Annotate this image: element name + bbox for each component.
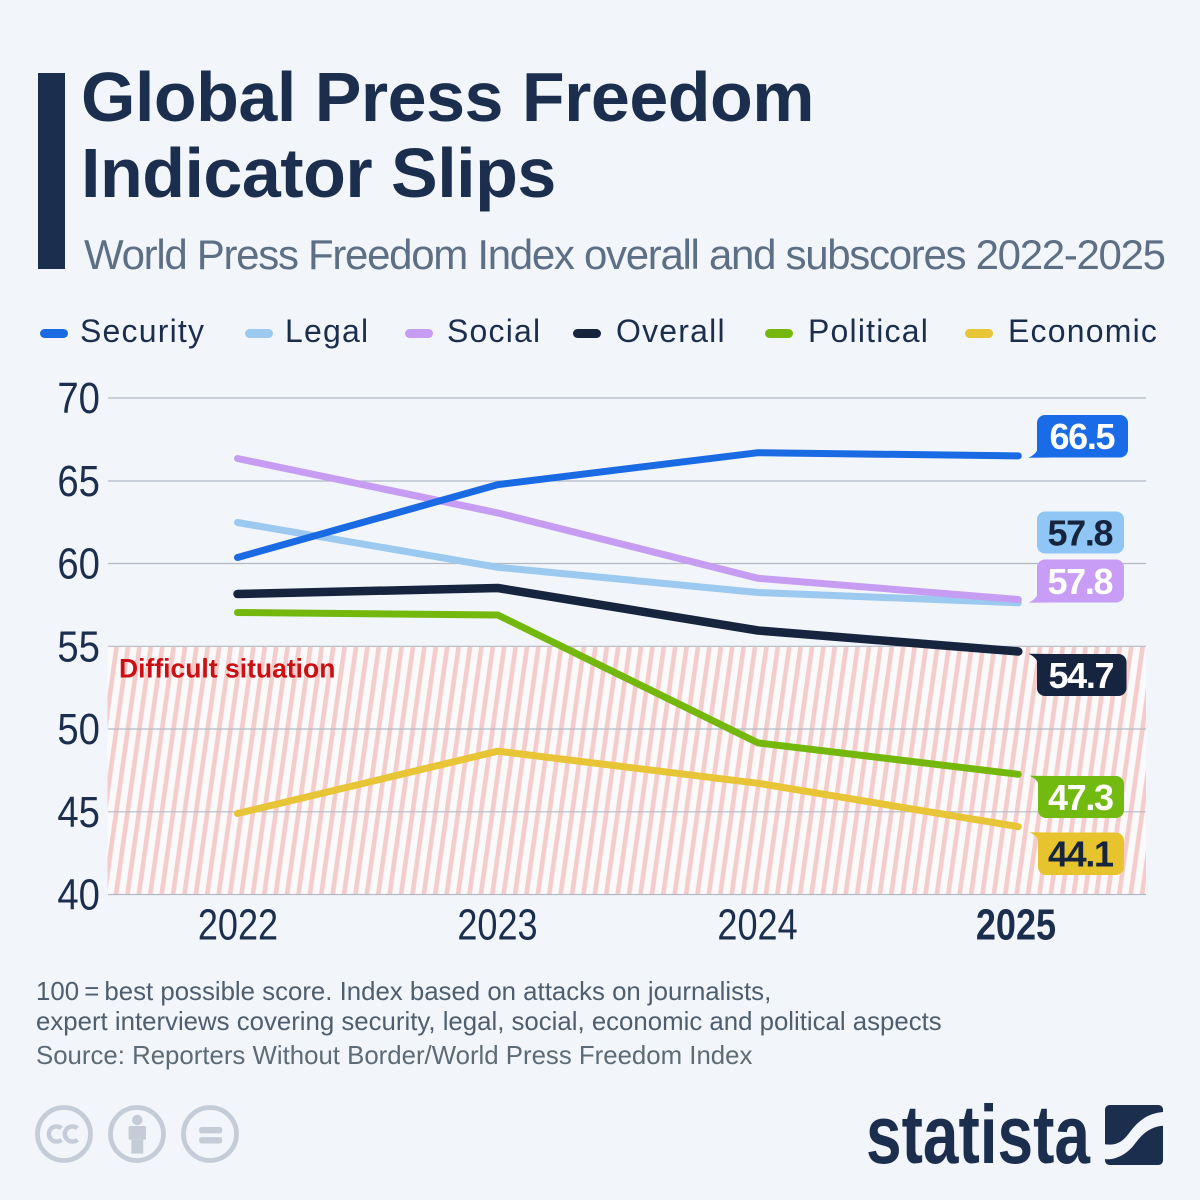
svg-text:60: 60 <box>57 539 100 588</box>
svg-text:50: 50 <box>57 705 100 754</box>
svg-text:57.8: 57.8 <box>1048 513 1114 554</box>
svg-text:40: 40 <box>57 870 100 919</box>
svg-text:2022: 2022 <box>198 900 278 949</box>
svg-text:65: 65 <box>57 457 100 506</box>
svg-text:44.1: 44.1 <box>1048 834 1114 875</box>
svg-text:57.8: 57.8 <box>1048 561 1114 602</box>
svg-text:Difficult situation: Difficult situation <box>119 654 335 684</box>
svg-text:2024: 2024 <box>717 900 797 949</box>
svg-text:66.5: 66.5 <box>1050 416 1116 457</box>
svg-text:55: 55 <box>57 622 100 671</box>
svg-text:2025: 2025 <box>976 900 1056 949</box>
svg-text:70: 70 <box>57 374 100 423</box>
svg-text:47.3: 47.3 <box>1048 777 1114 818</box>
svg-text:2023: 2023 <box>457 900 537 949</box>
svg-text:54.7: 54.7 <box>1049 655 1115 696</box>
svg-text:45: 45 <box>57 787 100 836</box>
svg-text:statista: statista <box>866 1088 1091 1181</box>
